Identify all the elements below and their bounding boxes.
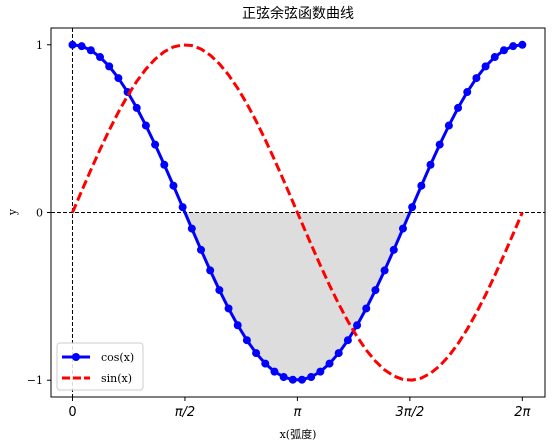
data-point-cos [233,321,242,330]
x-axis-label: x(弧度) [280,427,317,441]
legend-cos-marker [72,353,80,361]
data-point-cos [481,62,490,71]
data-point-cos [389,245,398,254]
data-point-cos [151,140,160,149]
data-point-cos [316,367,325,376]
data-point-cos [252,349,261,358]
data-point-cos [206,266,215,275]
data-point-cos [68,40,77,49]
data-point-cos [518,40,527,49]
data-point-cos [408,203,417,212]
data-point-cos [334,349,343,358]
data-point-cos [417,181,426,190]
x-tick-label: 2π [514,405,530,420]
data-point-cos [490,53,499,62]
legend-sin-label: sin(x) [101,372,132,385]
data-point-cos [86,46,95,55]
y-tick-label: −1 [27,374,43,387]
x-tick-label: 3π/2 [395,405,424,420]
data-point-cos [105,62,114,71]
data-point-cos [169,181,178,190]
data-point-cos [325,359,334,368]
series-line-sin [71,43,524,382]
data-point-cos [270,367,279,376]
data-point-cos [343,336,352,345]
data-point-cos [242,336,251,345]
data-point-cos [178,203,187,212]
data-point-cos [132,103,141,112]
data-point-cos [380,266,389,275]
data-point-cos [114,74,123,83]
data-point-cos [224,304,233,313]
y-tick-label: 0 [36,207,43,220]
data-point-cos [215,286,224,295]
data-point-cos [454,103,463,112]
data-point-cos [371,286,380,295]
data-point-cos [279,373,288,382]
data-point-cos [362,304,371,313]
data-point-cos [288,375,297,384]
shaded-region [184,212,410,380]
data-point-cos [509,42,518,51]
x-tick-label: π/2 [175,405,195,420]
data-point-cos [472,74,481,83]
data-point-cos [307,373,316,382]
data-point-cos [435,140,444,149]
data-point-cos [499,46,508,55]
plot-area: 0 π/2 π 3π/2 2π −1 0 1 [27,27,546,420]
data-point-cos [77,42,86,51]
data-point-cos [187,224,196,233]
data-point-cos [197,245,205,254]
y-axis-label: y [6,208,19,216]
data-point-cos [463,88,472,97]
y-tick-label: 1 [36,39,43,52]
data-point-cos [297,375,306,384]
x-tick-label: 0 [68,405,76,420]
data-point-cos [444,121,453,130]
x-tick-label: π [293,405,301,420]
data-point-cos [353,321,362,330]
data-point-cos [160,160,169,169]
data-point-cos [96,53,105,62]
chart-title: 正弦余弦函数曲线 [242,5,354,22]
data-point-cos [398,224,407,233]
legend: cos(x) sin(x) [56,342,144,391]
data-point-cos [141,121,150,130]
data-point-cos [426,160,435,169]
data-point-cos [261,359,270,368]
legend-cos-label: cos(x) [101,351,134,364]
